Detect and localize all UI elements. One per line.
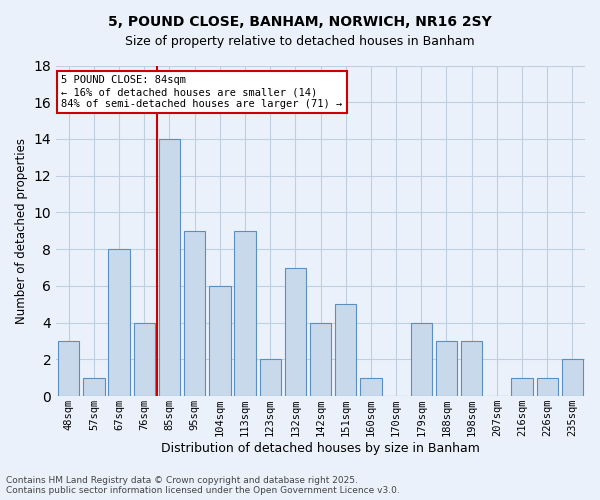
Text: 5 POUND CLOSE: 84sqm
← 16% of detached houses are smaller (14)
84% of semi-detac: 5 POUND CLOSE: 84sqm ← 16% of detached h… [61,76,343,108]
Bar [436,341,457,396]
Bar [410,322,432,396]
Text: Contains HM Land Registry data © Crown copyright and database right 2025.
Contai: Contains HM Land Registry data © Crown c… [6,476,400,495]
Y-axis label: Number of detached properties: Number of detached properties [15,138,28,324]
Bar [310,322,331,396]
Bar [511,378,533,396]
Bar [360,378,382,396]
Bar [536,378,558,396]
Bar [284,268,306,396]
Bar [134,322,155,396]
Bar [159,139,180,396]
Text: Size of property relative to detached houses in Banham: Size of property relative to detached ho… [125,35,475,48]
X-axis label: Distribution of detached houses by size in Banham: Distribution of detached houses by size … [161,442,480,455]
Bar [209,286,230,396]
Bar [260,360,281,396]
Bar [562,360,583,396]
Bar [184,231,205,396]
Text: 5, POUND CLOSE, BANHAM, NORWICH, NR16 2SY: 5, POUND CLOSE, BANHAM, NORWICH, NR16 2S… [108,15,492,29]
Bar [235,231,256,396]
Bar [83,378,104,396]
Bar [58,341,79,396]
Bar [335,304,356,396]
Bar [109,249,130,396]
Bar [461,341,482,396]
